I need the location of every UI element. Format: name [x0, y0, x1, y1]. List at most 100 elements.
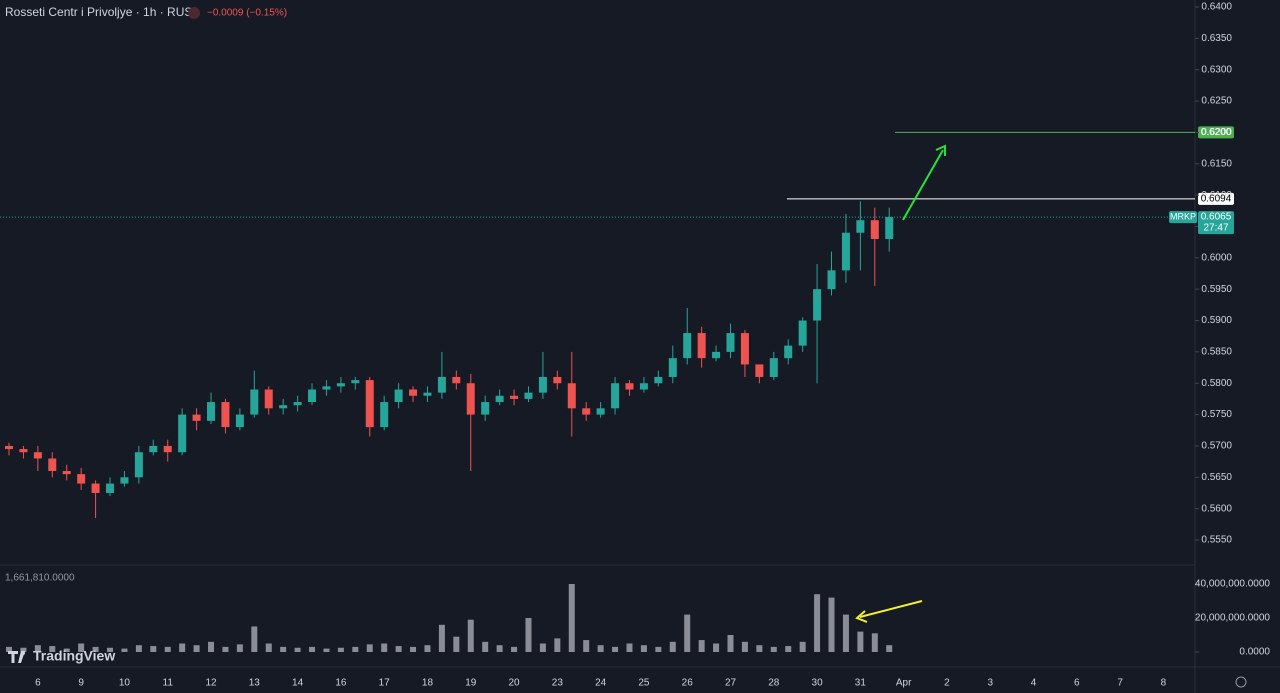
- x-tick-label: 17: [379, 678, 391, 689]
- candle-body: [365, 380, 374, 428]
- candle-body: [207, 402, 216, 421]
- logo: TradingView: [8, 648, 115, 664]
- x-tick-label: 7: [1117, 678, 1123, 689]
- volume-bar: [467, 619, 474, 652]
- yellow-arrow: [859, 600, 923, 618]
- volume-bar: [294, 647, 301, 652]
- volume-bar: [597, 645, 604, 652]
- volume-bar: [121, 648, 128, 652]
- candle-body: [5, 445, 13, 450]
- volume-bar: [92, 646, 99, 652]
- volume-bar: [395, 646, 402, 652]
- volume-bar: [684, 614, 691, 652]
- logo-dot: [21, 651, 25, 655]
- volume-bar: [886, 645, 893, 652]
- candle-body: [221, 402, 230, 428]
- candle-body: [841, 232, 850, 271]
- price-change: −0.0009 (−0.15%): [207, 8, 287, 19]
- x-tick-label: 27: [725, 678, 737, 689]
- volume-bar: [539, 643, 546, 652]
- candle-body: [712, 351, 721, 359]
- level-label: 0.6094: [1201, 194, 1232, 205]
- candle-body: [611, 383, 620, 409]
- y-tick-label: 0.6200: [1201, 127, 1232, 138]
- x-tick-label: 25: [638, 678, 650, 689]
- volume-bar: [280, 646, 287, 652]
- volume-bar: [410, 646, 417, 652]
- y-tick-label: 0.5550: [1201, 535, 1232, 546]
- level-label-box: [1198, 126, 1234, 139]
- candle-body: [77, 474, 86, 484]
- volume-bar: [756, 645, 763, 652]
- volume-bar: [107, 647, 114, 652]
- symbol-box: [1169, 211, 1197, 224]
- candle-body: [740, 333, 749, 365]
- candle-body: [481, 402, 490, 415]
- candle-body: [336, 383, 345, 387]
- candle-body: [798, 320, 807, 346]
- volume-bar: [135, 645, 142, 652]
- volume-label: 1,661,810.0000: [5, 573, 75, 584]
- candle-body: [553, 376, 562, 384]
- candle-body: [423, 392, 432, 396]
- volume-bar: [193, 645, 200, 652]
- x-tick-label: 18: [422, 678, 434, 689]
- candle-body: [351, 380, 360, 384]
- volume-bar: [713, 643, 720, 652]
- x-tick-label: 12: [205, 678, 217, 689]
- volume-bar: [799, 641, 806, 652]
- y-tick-label: 0.5800: [1201, 378, 1232, 389]
- candle-body: [654, 376, 663, 384]
- volume-bar: [496, 645, 503, 652]
- candle-body: [380, 402, 389, 428]
- x-tick-label: Apr: [896, 678, 912, 689]
- volume-bar: [20, 647, 27, 652]
- symbol-label: MRKP: [1170, 211, 1196, 221]
- y-tick-label: 0.6150: [1201, 158, 1232, 169]
- x-tick-label: 31: [855, 678, 867, 689]
- volume-bar: [741, 641, 748, 652]
- candle-body: [870, 220, 879, 240]
- volume-bar: [640, 645, 647, 652]
- volume-bar: [164, 646, 171, 652]
- volume-bar: [828, 597, 835, 652]
- volume-bar: [583, 640, 590, 652]
- y-tick-label: 0.5950: [1201, 284, 1232, 295]
- watermark: TradingView: [33, 648, 115, 664]
- y-tick-label: 0.6300: [1201, 64, 1232, 75]
- candle-body: [192, 414, 201, 421]
- volume-bar: [482, 641, 489, 652]
- level-label: 0.6200: [1201, 127, 1232, 138]
- candle-body: [235, 414, 244, 428]
- candle-body: [885, 217, 894, 240]
- volume-bar: [453, 636, 460, 652]
- x-tick-label: 14: [292, 678, 304, 689]
- volume-bar: [568, 584, 575, 652]
- x-tick-label: 16: [335, 678, 347, 689]
- candle-body: [120, 477, 129, 484]
- volume-bar: [63, 648, 70, 652]
- candle-body: [495, 395, 504, 403]
- candle-body: [48, 458, 57, 472]
- candle-body: [322, 386, 331, 390]
- x-tick-label: 8: [1161, 678, 1167, 689]
- y2-tick-label: 40,000,000.0000: [1195, 579, 1271, 590]
- y-tick-label: 0.6100: [1201, 190, 1232, 201]
- level-label-box: [1198, 192, 1234, 205]
- x-tick-label: 9: [78, 678, 84, 689]
- x-tick-label: 10: [119, 678, 131, 689]
- y-tick-label: 0.5900: [1201, 315, 1232, 326]
- candle-body: [134, 452, 143, 478]
- volume-bar: [655, 646, 662, 652]
- volume-bar: [871, 633, 878, 652]
- volume-bar: [265, 643, 272, 652]
- candle-body: [437, 376, 446, 393]
- y-tick-label: 0.6000: [1201, 252, 1232, 263]
- settings-icon: [1235, 676, 1247, 688]
- x-tick-label: 13: [249, 678, 261, 689]
- candle-body: [625, 383, 634, 390]
- volume-bar: [438, 624, 445, 652]
- candle-body: [163, 445, 172, 453]
- volume-bar: [323, 648, 330, 652]
